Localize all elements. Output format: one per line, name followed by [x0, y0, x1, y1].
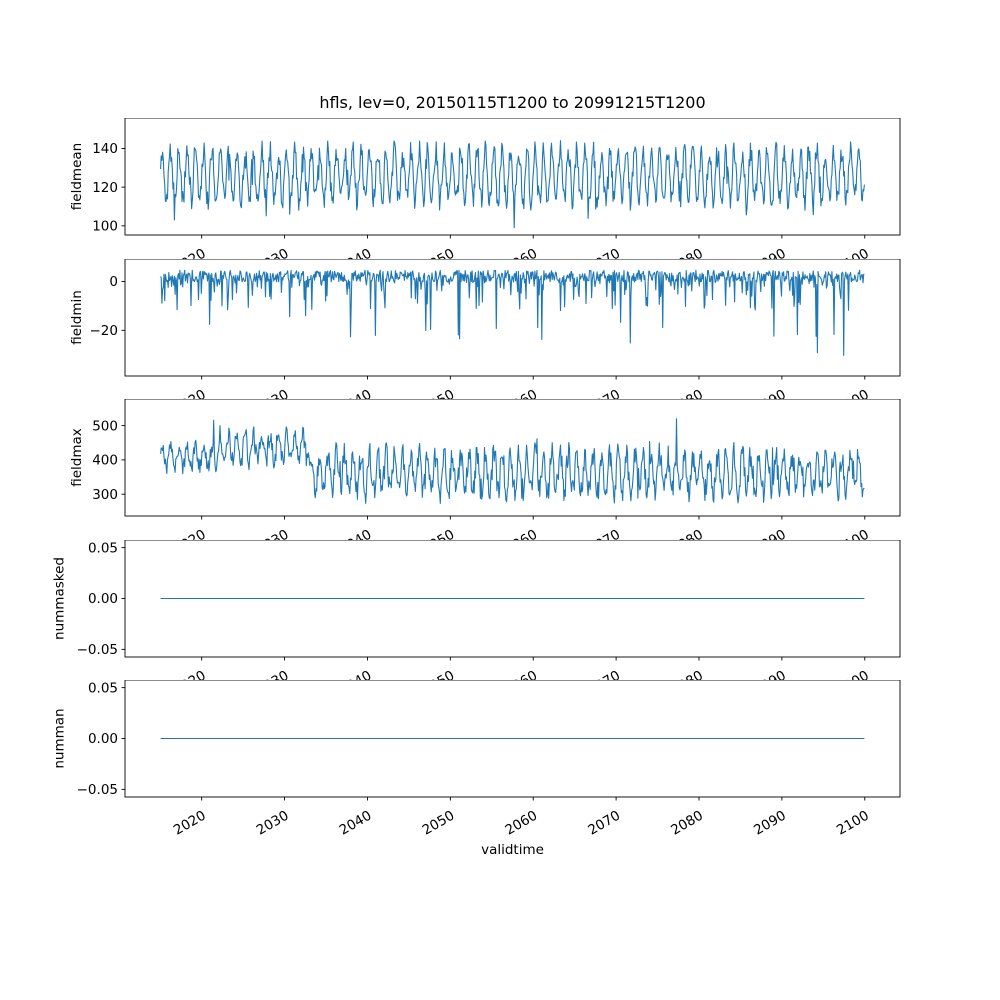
y-tick-label: 120 [92, 180, 118, 196]
x-tick-label: 2060 [502, 808, 540, 839]
axes-frame [124, 399, 901, 517]
figure-title: hfls, lev=0, 20150115T1200 to 20991215T1… [319, 93, 706, 112]
y-tick-label: −0.05 [77, 782, 118, 798]
y-tick-label: 400 [92, 453, 118, 469]
x-tick-label: 2070 [585, 808, 623, 839]
x-tick-label: 2020 [171, 808, 209, 839]
axes-frame [124, 258, 901, 376]
x-tick-label: 2090 [751, 808, 789, 839]
x-tick-label: 2080 [668, 808, 706, 839]
y-tick-label: 300 [92, 487, 118, 503]
y-tick-label: 500 [92, 418, 118, 434]
y-axis-title-fieldmean: fieldmean [69, 143, 85, 210]
y-tick-label: −20 [90, 323, 119, 339]
y-tick-label: 0.00 [88, 731, 118, 747]
y-tick-label: 0.05 [88, 680, 118, 696]
y-tick-label: 0.00 [88, 591, 118, 607]
subplot-numman: 2020 2030 2040 2050 2060 2070 2080 2090 2100 −0.0… [52, 680, 901, 839]
series-line-fieldmin [160, 269, 865, 356]
axes-frame [124, 118, 901, 236]
y-tick-label: 0.05 [88, 540, 118, 556]
y-axis-title-numman: numman [52, 708, 68, 768]
y-axis-title-fieldmin: fieldmin [69, 290, 85, 345]
y-tick-label: 0 [109, 274, 118, 290]
y-tick-label: 100 [92, 219, 118, 235]
y-tick-label: 140 [92, 141, 118, 157]
series-line-fieldmax [160, 418, 865, 504]
x-tick-label: 2050 [420, 808, 458, 839]
x-tick-label: 2030 [254, 808, 292, 839]
y-tick-label: −0.05 [77, 642, 118, 658]
y-axis-title-nummasked: nummasked [52, 557, 68, 640]
y-axis-title-fieldmax: fieldmax [69, 428, 85, 487]
x-axis-label: validtime [481, 842, 544, 858]
x-tick-label: 2100 [834, 808, 872, 839]
x-tick-label: 2040 [337, 808, 375, 839]
series-line-fieldmean [160, 140, 865, 229]
subplot-nummasked: 202020302040205020602070208020902100−0.0… [52, 539, 901, 698]
